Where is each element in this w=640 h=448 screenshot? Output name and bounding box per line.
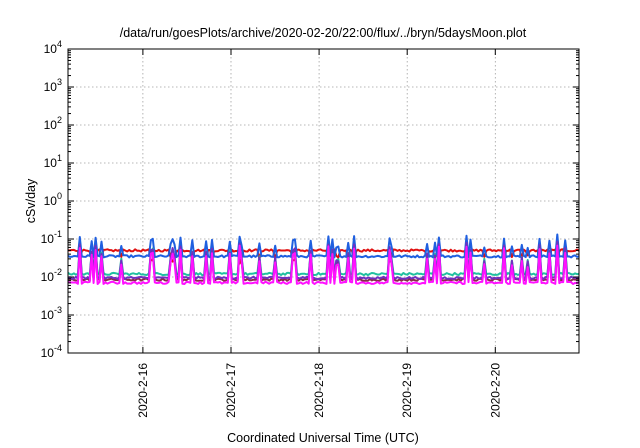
chart-title: /data/run/goesPlots/archive/2020-02-20/2… — [120, 26, 527, 40]
series-line-1 — [67, 233, 580, 259]
y-tick-label: 104 — [44, 39, 62, 56]
x-tick-label: 2020-2-16 — [136, 363, 150, 418]
y-tick-label: 10-2 — [41, 267, 62, 284]
series-line-5 — [67, 244, 580, 285]
grid-lines — [68, 49, 579, 353]
y-axis-label: cSv/day — [24, 178, 38, 223]
y-axis: 104 103 102 101 100 10-1 10-2 10-3 10-4 — [41, 39, 579, 360]
y-tick-label: 10-1 — [41, 229, 62, 246]
y-tick-label: 10-4 — [41, 343, 62, 360]
x-axis: 2020-2-16 2020-2-17 2020-2-18 2020-2-19 2020… — [136, 49, 502, 418]
y-tick-label: 103 — [44, 77, 62, 94]
x-tick-label: 2020-2-18 — [312, 363, 326, 418]
y-tick-label: 101 — [44, 153, 62, 170]
x-axis-label: Coordinated Universal Time (UTC) — [227, 431, 419, 445]
x-tick-label: 2020-2-19 — [400, 363, 414, 418]
y-tick-label: 10-3 — [41, 305, 62, 322]
x-tick-label: 2020-2-17 — [224, 363, 238, 418]
x-tick-label: 2020-2-20 — [488, 363, 502, 418]
y-tick-label: 100 — [44, 191, 62, 208]
data-series — [67, 233, 580, 285]
y-tick-label: 102 — [44, 115, 62, 132]
